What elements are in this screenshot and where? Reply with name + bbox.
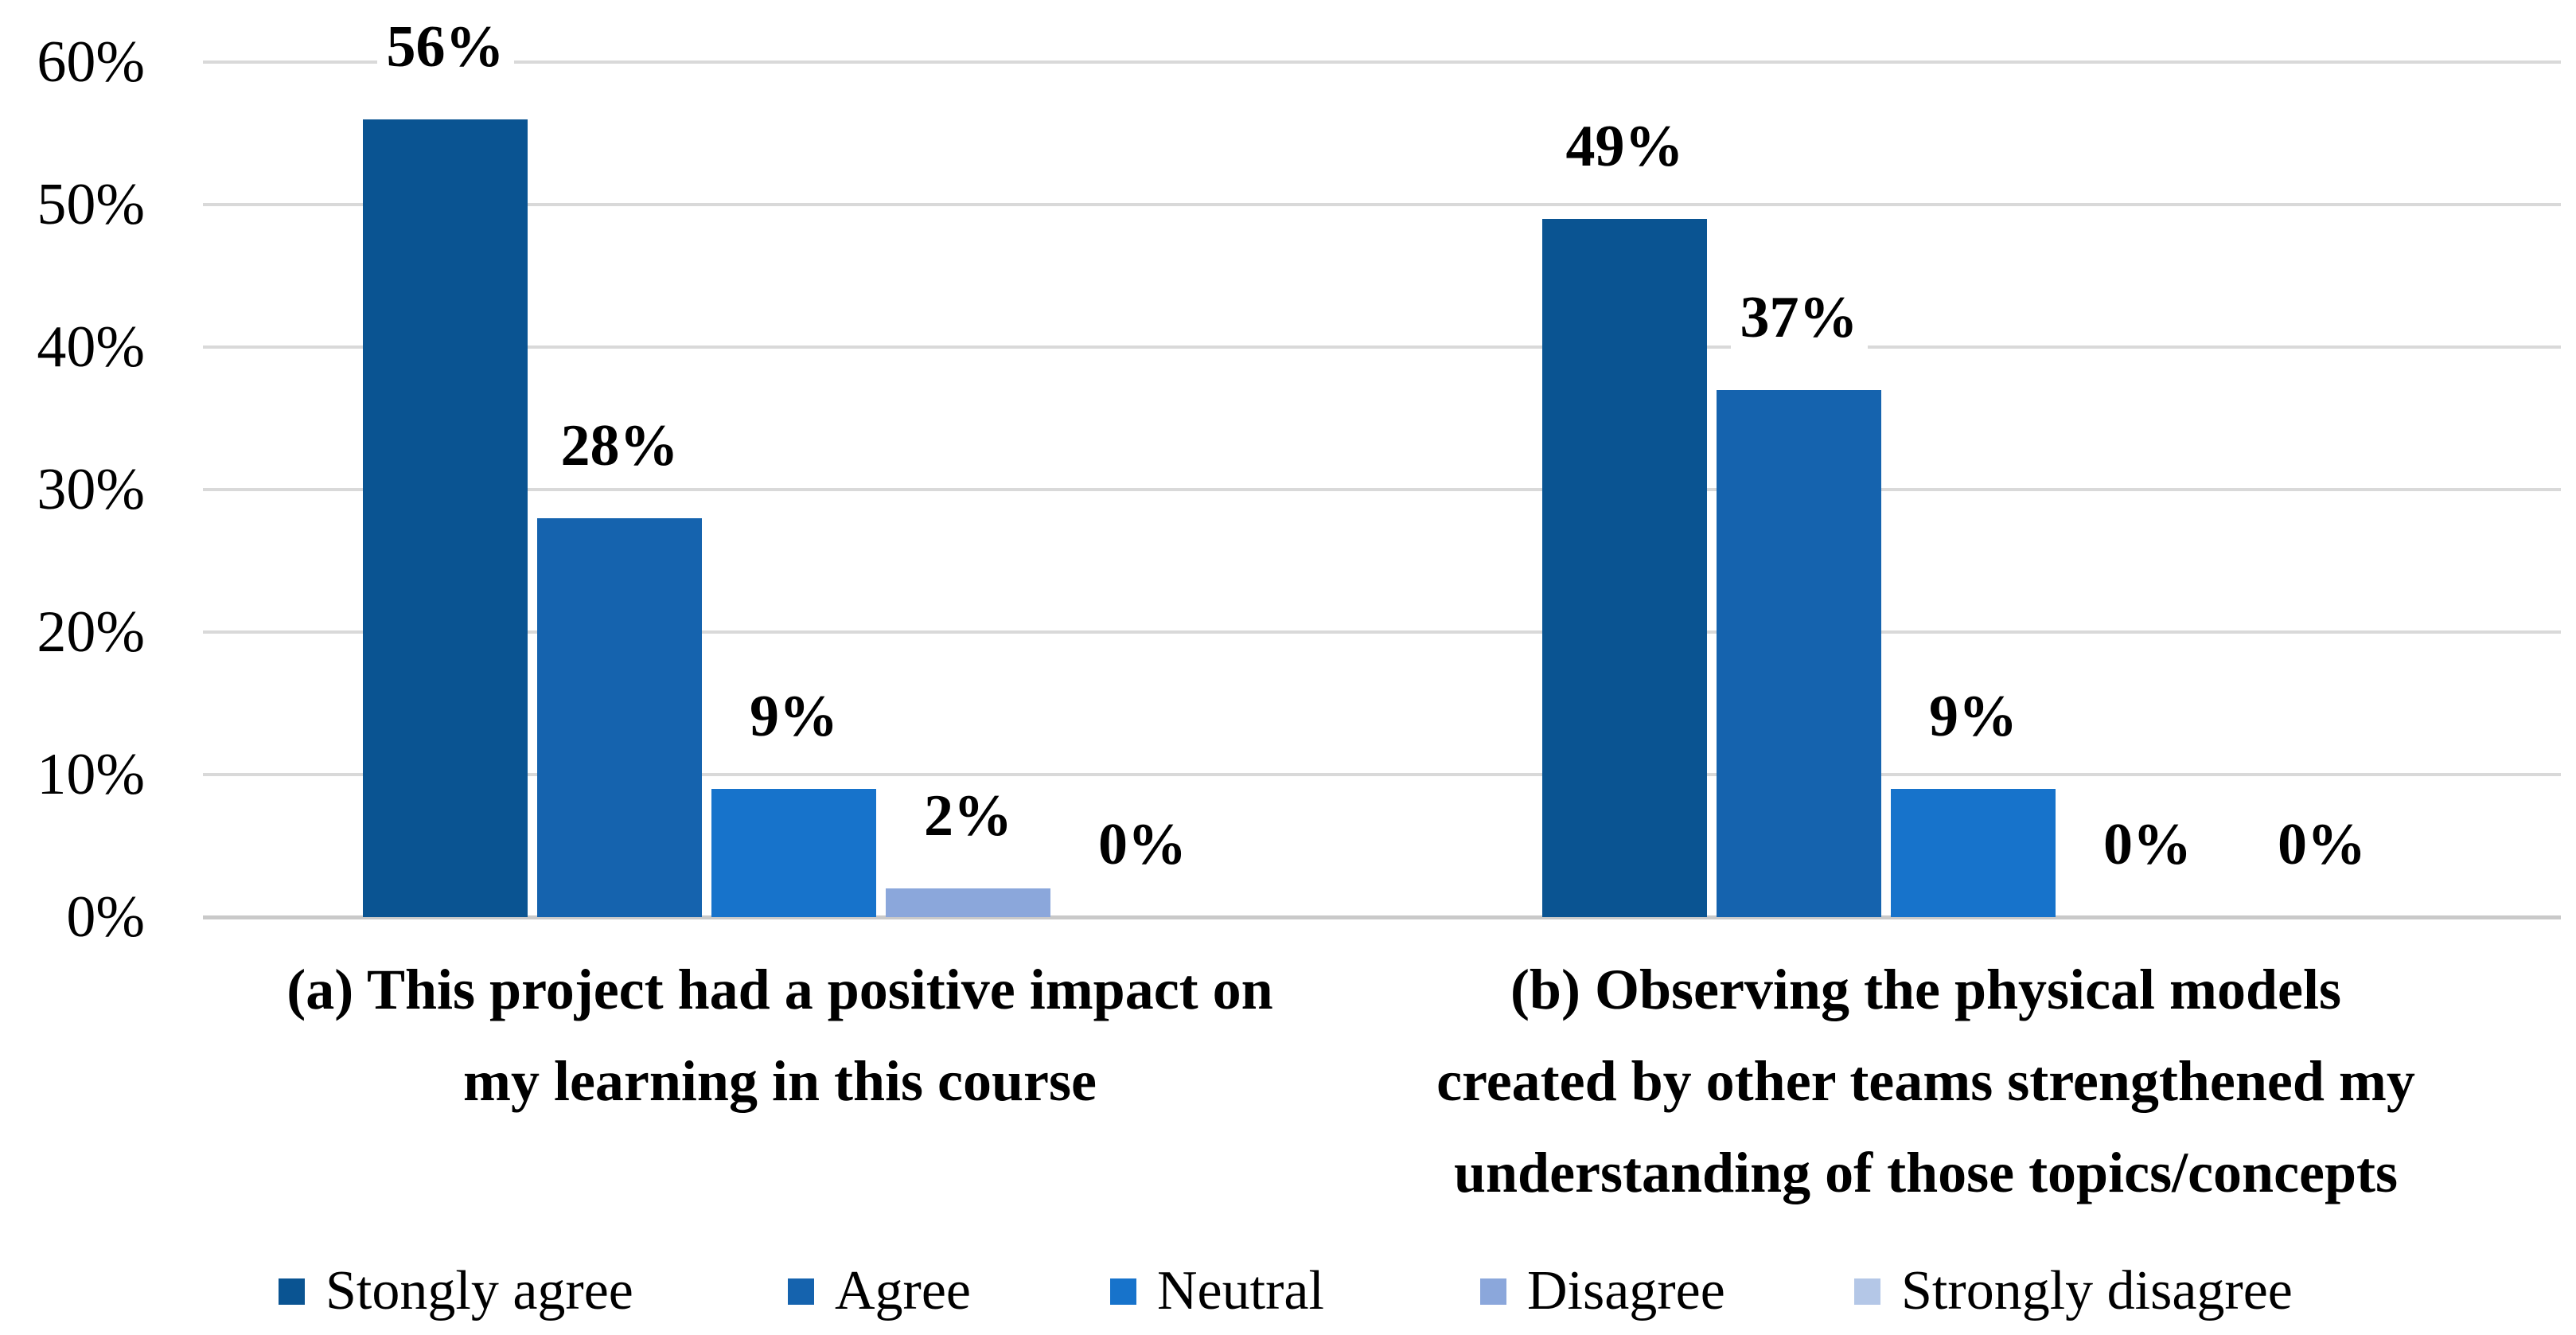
axis-baseline <box>203 915 2561 919</box>
gridline <box>203 630 2561 634</box>
y-axis-tick-label: 50% <box>37 172 145 237</box>
data-label: 0% <box>2268 812 2375 877</box>
group-b-title: (b) Observing the physical models created… <box>1281 944 2570 1219</box>
group-title-line: understanding of those topics/concepts <box>1453 1141 2399 1204</box>
legend-label: Neutral <box>1157 1260 1324 1321</box>
legend-item-strongly-disagree: Strongly disagree <box>1854 1259 2293 1323</box>
legend-label: Stongly agree <box>325 1260 633 1321</box>
group-title-line: (b) Observing the physical models <box>1510 958 2342 1021</box>
gridline <box>203 773 2561 776</box>
data-label: 0% <box>1089 812 1196 877</box>
legend-label: Strongly disagree <box>1901 1260 2293 1321</box>
legend-swatch-strongly-disagree <box>1854 1278 1880 1305</box>
legend-swatch-neutral <box>1110 1278 1136 1305</box>
y-axis-tick-label: 20% <box>37 599 145 665</box>
legend-swatch-disagree <box>1480 1278 1506 1305</box>
y-axis-tick-label: 0% <box>66 884 145 950</box>
bar-stongly-agree <box>363 119 528 917</box>
data-label: 49% <box>1556 113 1693 179</box>
group-title-line: created by other teams strengthened my <box>1436 1049 2415 1113</box>
data-label: 2% <box>914 783 1022 849</box>
legend-label: Agree <box>835 1260 972 1321</box>
y-axis-tick-label: 10% <box>37 742 145 807</box>
legend-item-disagree: Disagree <box>1480 1259 1725 1323</box>
bar-disagree <box>886 888 1050 917</box>
legend-item-neutral: Neutral <box>1110 1259 1324 1323</box>
legend-swatch-stongly-agree <box>279 1278 305 1305</box>
legend-item-stongly-agree: Stongly agree <box>279 1259 633 1323</box>
data-label: 9% <box>740 683 848 749</box>
gridline <box>203 61 2561 64</box>
group-title-line: my learning in this course <box>462 1049 1097 1113</box>
bar-neutral <box>1891 788 2056 917</box>
bar-stongly-agree <box>1542 218 1707 917</box>
y-axis-tick-label: 40% <box>37 314 145 380</box>
legend-swatch-agree <box>788 1278 814 1305</box>
data-label: 28% <box>551 412 688 478</box>
legend-item-agree: Agree <box>788 1259 971 1323</box>
bar-agree <box>537 517 702 917</box>
gridline <box>203 203 2561 206</box>
group-title-line: (a) This project had a positive impact o… <box>286 958 1273 1021</box>
y-axis-tick-label: 60% <box>37 29 145 95</box>
gridline <box>203 345 2561 349</box>
data-label: 0% <box>2094 812 2201 877</box>
bar-neutral <box>711 788 876 917</box>
legend-label: Disagree <box>1527 1260 1725 1321</box>
bar-agree <box>1717 389 1881 917</box>
gridline <box>203 488 2561 491</box>
data-label: 37% <box>1730 284 1868 350</box>
data-label: 56% <box>376 14 514 80</box>
y-axis-tick-label: 30% <box>37 457 145 522</box>
group-a-title: (a) This project had a positive impact o… <box>159 944 1401 1127</box>
data-label: 9% <box>1919 683 2027 749</box>
